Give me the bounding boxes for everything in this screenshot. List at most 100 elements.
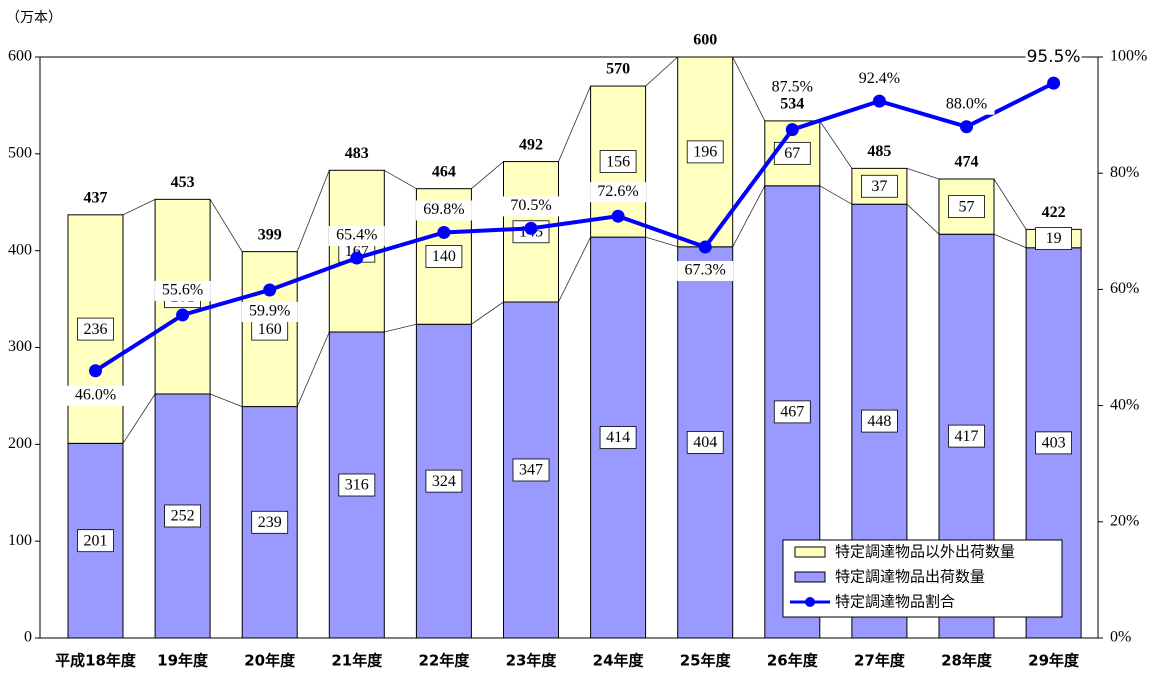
line-point <box>1047 76 1061 90</box>
legend <box>782 539 1063 618</box>
value-label: 239 <box>258 514 282 531</box>
value-label: 417 <box>955 428 979 445</box>
line-value-label: 70.5% <box>510 197 551 214</box>
label-bg <box>67 385 124 406</box>
value-label: 156 <box>606 153 630 170</box>
total-label: 464 <box>432 163 456 180</box>
value-label: 196 <box>693 144 717 161</box>
connector <box>645 236 678 248</box>
line-point <box>524 221 538 235</box>
total-label: 483 <box>345 145 369 162</box>
x-tick-label: 23年度 <box>506 652 558 670</box>
x-tick-label: 19年度 <box>157 652 209 670</box>
line-point <box>176 308 190 322</box>
label-box <box>77 317 114 341</box>
line-point <box>437 225 451 239</box>
label-bg <box>154 280 211 301</box>
value-label: 324 <box>432 473 456 490</box>
line-point <box>960 120 973 134</box>
y-tick-label: 0 <box>24 629 32 646</box>
label-bg <box>590 182 647 203</box>
x-tick-label: 平成18年度 <box>55 652 137 670</box>
total-label: 399 <box>258 226 282 243</box>
x-tick-label: 22年度 <box>418 652 470 670</box>
x-tick-label: 24年度 <box>593 652 645 670</box>
connector <box>471 161 504 189</box>
label-bg <box>938 94 995 115</box>
line-value-label: 46.0% <box>75 386 116 403</box>
line-value-label: 67.3% <box>685 262 726 279</box>
line-value-label: 92.4% <box>859 70 900 87</box>
line-point <box>611 209 625 223</box>
label-bg <box>328 226 385 247</box>
line-point <box>872 94 886 108</box>
legend-swatch <box>805 597 815 607</box>
total-label: 600 <box>693 32 717 49</box>
label-bg <box>764 77 821 98</box>
total-label: 485 <box>867 143 891 160</box>
connector <box>732 56 766 122</box>
connector <box>296 170 330 252</box>
x-tick-label: 28年度 <box>941 652 993 670</box>
line-point <box>263 283 277 297</box>
value-label: 347 <box>519 462 543 479</box>
label-box <box>338 473 376 497</box>
label-box <box>948 195 985 219</box>
x-tick-label: 20年度 <box>244 652 296 670</box>
connector <box>819 120 853 169</box>
line-value-label: 72.6% <box>597 183 638 200</box>
value-label: 160 <box>258 321 282 338</box>
line <box>94 81 1055 373</box>
connector <box>384 169 417 190</box>
connector <box>384 323 417 333</box>
label-box <box>861 174 898 198</box>
total-label: 492 <box>519 136 543 153</box>
y2-tick-label: 60% <box>1110 280 1139 297</box>
line-value-label: 69.8% <box>423 201 464 218</box>
connector <box>993 233 1027 249</box>
line-point <box>89 364 102 378</box>
value-label: 19 <box>1046 230 1062 247</box>
value-label: 67 <box>784 145 800 162</box>
y-tick-label: 200 <box>8 435 32 452</box>
x-tick-label: 29年度 <box>1028 652 1080 670</box>
label-box <box>948 424 985 448</box>
label-box <box>773 400 811 424</box>
label-box <box>251 510 289 534</box>
connector <box>906 167 940 180</box>
total-label: 422 <box>1042 204 1066 221</box>
connector <box>993 178 1027 230</box>
label-bg <box>1025 47 1082 68</box>
label-box <box>599 426 637 449</box>
label-box <box>686 430 724 454</box>
connector <box>122 198 156 216</box>
value-label: 37 <box>871 178 887 195</box>
connector <box>906 203 940 235</box>
connector <box>209 393 243 407</box>
label-bg <box>851 69 908 90</box>
line-point <box>698 240 712 254</box>
y2-tick-label: 20% <box>1110 512 1139 529</box>
connector <box>122 393 156 444</box>
value-label: 201 <box>84 532 108 549</box>
label-box <box>425 469 463 493</box>
legend-swatch <box>794 546 826 558</box>
connector <box>471 301 504 325</box>
label-box <box>1035 431 1072 455</box>
label-box <box>512 458 550 482</box>
label-box <box>1035 227 1072 250</box>
y-unit-label: （万本） <box>6 10 62 26</box>
line-value-label: 87.5% <box>772 78 813 95</box>
connector <box>558 236 591 303</box>
y-tick-label: 500 <box>8 145 32 162</box>
label-box <box>599 150 637 173</box>
label-box <box>861 409 898 433</box>
label-bg <box>503 196 559 217</box>
line-value-label: 55.6% <box>162 282 203 299</box>
y-tick-label: 400 <box>8 241 32 258</box>
value-label: 448 <box>867 413 891 430</box>
value-label: 57 <box>959 198 975 215</box>
line-point <box>350 251 364 265</box>
total-label: 474 <box>955 154 979 171</box>
